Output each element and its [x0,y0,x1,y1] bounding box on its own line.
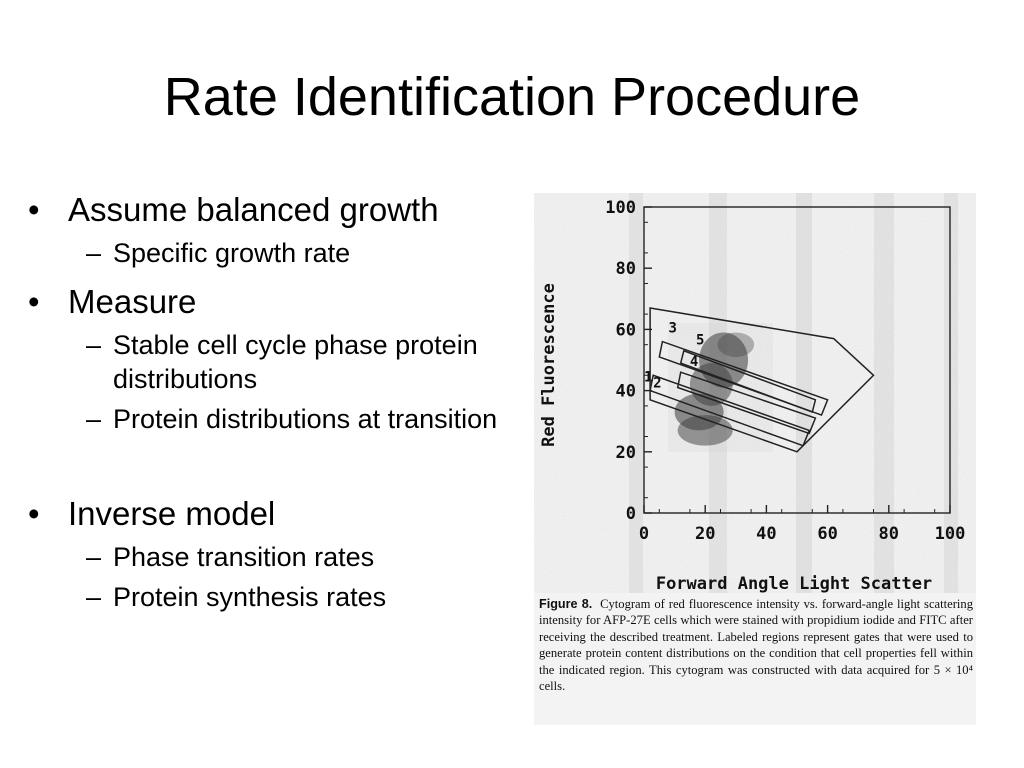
cell-speckle [668,323,773,452]
bullet-assume-balanced-growth: Assume balanced growth Specific growth r… [28,190,528,270]
sub-bullet-list: Stable cell cycle phase protein distribu… [68,328,528,436]
cytogram-plot: 1 2 3 4 5 0 20 40 60 80 100 0 20 40 60 80 100 Red Fluor… [534,193,976,593]
sub-bullet-specific-growth-rate: Specific growth rate [68,236,528,270]
gate-region-1 [649,374,811,447]
gate-region-2 [649,307,875,453]
x-tick-label: 100 [935,524,966,544]
gate-label-3: 3 [668,320,676,336]
x-tick-label: 0 [639,524,649,544]
bullet-inverse-model: Inverse model Phase transition rates Pro… [28,494,528,614]
gate-label-4: 4 [690,354,698,370]
bullet-measure: Measure Stable cell cycle phase protein … [28,282,528,436]
y-tick-label: 40 [616,382,636,402]
bullet-text: Measure [68,283,197,320]
caption-text: Cytogram of red fluorescence intensity v… [539,597,974,694]
bullet-text: Inverse model [68,495,276,532]
plot-axes: 0 20 40 60 80 100 0 20 40 60 80 100 [605,198,965,544]
y-tick-label: 0 [626,504,636,524]
x-tick-label: 20 [695,524,715,544]
y-tick-label: 80 [616,259,636,279]
x-tick-label: 60 [817,524,837,544]
bleed-through-stripes [629,193,958,593]
gate-regions: 1 2 3 4 5 [644,307,875,453]
sub-bullet-stable-distributions: Stable cell cycle phase protein distribu… [68,328,528,396]
y-axis-label: Red Fluorescence [539,283,559,447]
gate-label-5: 5 [696,333,704,349]
bullet-list: Assume balanced growth Specific growth r… [28,190,528,614]
sub-bullet-phase-transition-rates: Phase transition rates [68,540,528,574]
x-tick-label: 80 [879,524,899,544]
sub-bullet-protein-synthesis-rates: Protein synthesis rates [68,580,528,614]
gate-region-4 [676,371,817,435]
sub-bullet-list: Phase transition rates Protein synthesis… [68,540,528,614]
plot-frame [643,206,951,514]
gate-region-5 [679,349,817,413]
slide-title: Rate Identification Procedure [163,67,861,127]
caption-label: Figure 8. [539,597,593,611]
bullet-text: Assume balanced growth [68,191,439,228]
sub-bullet-transition-distributions: Protein distributions at transition [68,402,528,436]
gate-label-2: 2 [653,376,661,392]
y-tick-label: 60 [616,320,636,340]
y-tick-label: 20 [616,443,636,463]
x-tick-label: 40 [756,524,776,544]
sub-bullet-list: Specific growth rate [68,236,528,270]
y-tick-label: 100 [605,198,636,218]
figure-caption: Figure 8. Cytogram of red fluorescence i… [539,596,973,694]
cell-cloud [668,323,773,452]
gate-label-1: 1 [644,369,652,385]
x-axis-label: Forward Angle Light Scatter [656,574,932,593]
